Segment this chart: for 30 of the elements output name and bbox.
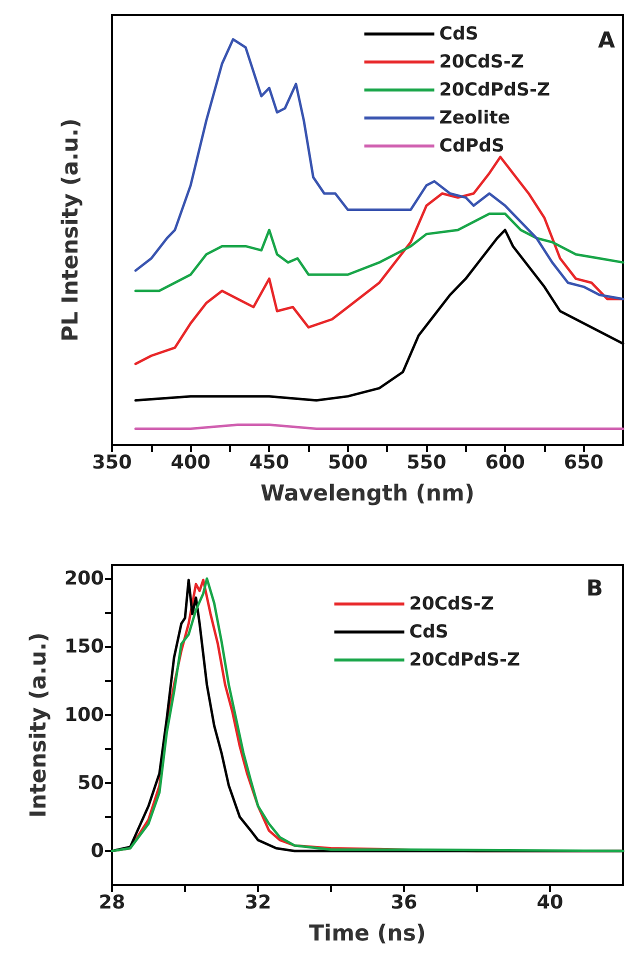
legend-label: 20CdS-Z — [439, 52, 524, 72]
x-tick-label: 600 — [485, 452, 525, 474]
legend-label: Zeolite — [439, 108, 510, 128]
annotation: A — [598, 28, 616, 54]
x-tick-label: 36 — [390, 892, 418, 914]
annotation: B — [586, 576, 604, 602]
y-tick-label: 50 — [78, 772, 104, 794]
x-tick-label: 28 — [98, 892, 126, 914]
y-axis-title: Intensity (a.u.) — [26, 632, 52, 818]
x-tick-label: 40 — [536, 892, 564, 914]
legend-label: 20CdPdS-Z — [409, 650, 520, 670]
x-tick-label: 550 — [406, 452, 446, 474]
legend-label: CdS — [409, 622, 448, 642]
y-axis-title: PL Intensity (a.u.) — [58, 118, 84, 342]
legend-label: 20CdS-Z — [409, 594, 494, 614]
y-tick-label: 200 — [64, 568, 104, 590]
x-tick-label: 450 — [249, 452, 290, 474]
x-axis-title: Wavelength (nm) — [260, 482, 474, 506]
y-tick-label: 100 — [64, 704, 104, 726]
x-tick-label: 350 — [92, 452, 132, 474]
x-tick-label: 400 — [170, 452, 210, 474]
legend-label: CdS — [439, 24, 478, 44]
x-tick-label: 500 — [328, 452, 368, 474]
x-axis-title: Time (ns) — [309, 922, 426, 946]
x-tick-label: 32 — [244, 892, 272, 914]
y-tick-label: 0 — [90, 840, 104, 862]
legend-label: 20CdPdS-Z — [439, 80, 550, 100]
x-tick-label: 650 — [564, 452, 604, 474]
y-tick-label: 150 — [64, 636, 104, 658]
legend-label: CdPdS — [439, 136, 504, 156]
